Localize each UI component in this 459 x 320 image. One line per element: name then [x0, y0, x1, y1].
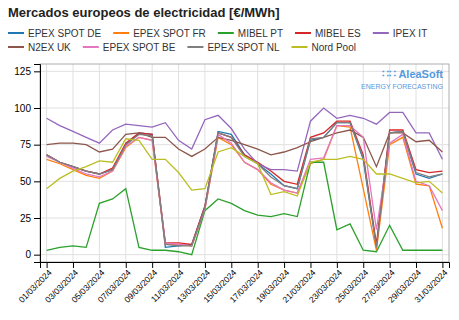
legend-item: N2EX UK: [8, 42, 71, 53]
legend-item: EPEX SPOT FR: [113, 28, 206, 39]
legend-item: EPEX SPOT BE: [83, 42, 176, 53]
legend-swatch: [187, 46, 203, 48]
grid-line-x: [389, 64, 390, 262]
legend-item: EPEX SPOT DE: [8, 28, 102, 39]
series-line: [47, 123, 443, 248]
legend-swatch: [373, 32, 389, 34]
legend-label: EPEX SPOT FR: [133, 28, 206, 39]
x-tick-mark: [416, 262, 417, 268]
x-tick-mark: [152, 262, 153, 268]
plot-frame: [40, 64, 449, 262]
grid-line-x: [204, 64, 205, 262]
x-tick-mark: [73, 262, 74, 268]
y-tick-mark: [34, 108, 40, 109]
series-lines: [47, 108, 443, 255]
legend-label: IPEX IT: [393, 28, 427, 39]
grid-line-x: [125, 64, 126, 262]
legend-swatch: [113, 32, 129, 34]
x-tick-mark: [126, 262, 127, 268]
y-tick-label: 0: [25, 249, 31, 260]
legend-item: Nord Pool: [292, 42, 356, 53]
y-tick-label: 125: [14, 66, 31, 77]
x-tick-mark: [231, 262, 232, 268]
y-tick: 50: [20, 176, 40, 187]
grid-line-x: [231, 64, 232, 262]
annotations: ∷∷ AleaSoft ENERGY FORECASTING: [361, 68, 443, 90]
legend-item: MIBEL ES: [295, 28, 361, 39]
y-tick-label: 100: [14, 103, 31, 114]
y-axis: 0 25 50 75 100 125: [14, 65, 40, 263]
x-tick-mark: [310, 262, 311, 268]
x-tick-mark: [258, 262, 259, 268]
grid-line-y: [40, 218, 449, 219]
grid-line-x: [99, 64, 100, 262]
x-tick-mark: [337, 262, 338, 268]
grid-line-x: [46, 64, 47, 262]
grid-line-x: [284, 64, 285, 262]
grid-line-x: [178, 64, 179, 262]
legend-item: MIBEL PT: [218, 28, 283, 39]
x-tick-mark: [390, 262, 391, 268]
y-axis-line: [34, 65, 41, 263]
grid-line-x: [336, 64, 337, 262]
grid: [40, 64, 449, 262]
legend-label: EPEX SPOT BE: [103, 42, 176, 53]
y-tick-label: 75: [20, 139, 32, 150]
title: Mercados europeos de electricidad [€/MWh…: [8, 5, 280, 20]
y-tick-mark: [34, 255, 40, 256]
x-tick: 31/03/2024: [412, 262, 449, 305]
y-tick-mark: [34, 218, 40, 219]
legend-label: EPEX SPOT NL: [207, 42, 280, 53]
y-tick: 0: [25, 249, 40, 260]
legend-label: N2EX UK: [28, 42, 71, 53]
watermark: ∷∷ AleaSoft: [382, 68, 444, 80]
y-tick: 100: [14, 103, 40, 114]
y-tick-label: 50: [20, 176, 32, 187]
x-tick-mark: [363, 262, 364, 268]
grid-line-x: [416, 64, 417, 262]
grid-line-y: [40, 108, 449, 109]
watermark: ENERGY FORECASTING: [361, 83, 443, 90]
y-tick-mark: [34, 181, 40, 182]
grid-line-x: [72, 64, 73, 262]
legend-item: IPEX IT: [373, 28, 427, 39]
y-tick-label: 25: [20, 213, 32, 224]
legend-label: Nord Pool: [312, 42, 356, 53]
x-tick-mark: [47, 262, 48, 268]
series-line: [47, 139, 443, 196]
grid-line-x: [152, 64, 153, 262]
chart: Mercados europeos de electricidad [€/MWh…: [0, 0, 459, 320]
x-tick-mark: [442, 262, 443, 268]
x-tick-mark: [179, 262, 180, 268]
series-line: [47, 123, 443, 248]
legend-label: EPEX SPOT DE: [28, 28, 102, 39]
x-tick-mark: [284, 262, 285, 268]
x-tick-label: 31/03/2024: [412, 267, 449, 304]
y-tick-mark: [34, 71, 40, 72]
legend-swatch: [83, 46, 99, 48]
y-tick: 125: [14, 66, 40, 77]
x-tick-mark: [99, 262, 100, 268]
legend-swatch: [292, 46, 308, 48]
grid-line-y: [40, 181, 449, 182]
series-line: [47, 162, 443, 254]
legend: EPEX SPOT DE EPEX SPOT FR MIBEL PT MIBEL ES…: [8, 28, 427, 53]
grid-line-y: [40, 254, 449, 255]
y-tick-mark: [34, 145, 40, 146]
x-axis-line: [41, 263, 450, 269]
legend-swatch: [8, 32, 24, 34]
x-tick-mark: [205, 262, 206, 268]
y-tick: 25: [20, 213, 40, 224]
plot: 0 25 50 75 100 125 01/03/202403/03/202405/03/2…: [14, 64, 449, 305]
y-tick: 75: [20, 139, 40, 150]
x-axis: 01/03/202403/03/202405/03/202407/03/2024…: [17, 262, 450, 305]
legend-swatch: [295, 32, 311, 34]
legend-item: EPEX SPOT NL: [187, 42, 280, 53]
legend-swatch: [8, 46, 24, 48]
legend-swatch: [218, 32, 234, 34]
legend-label: MIBEL ES: [315, 28, 361, 39]
grid-line-x: [442, 64, 443, 262]
legend-label: MIBEL PT: [238, 28, 283, 39]
